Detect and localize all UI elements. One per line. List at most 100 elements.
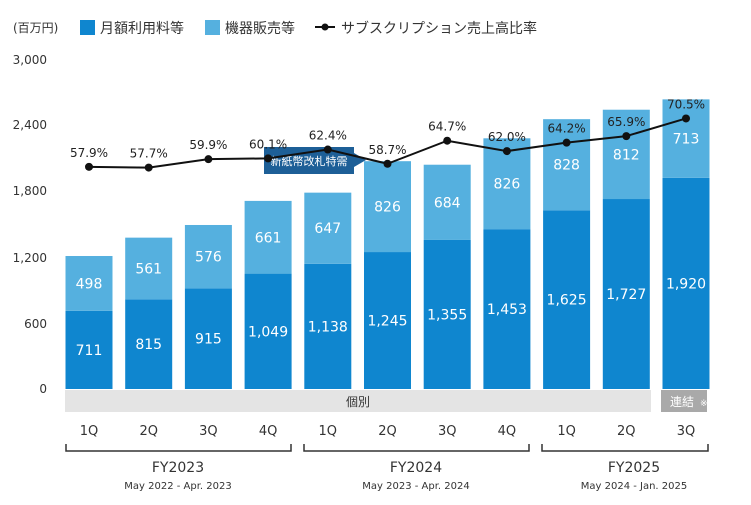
bar-value-label-equipment-sales: 647 xyxy=(314,221,341,237)
x-tick-label: 1Q xyxy=(319,424,338,439)
y-tick-label: 1,800 xyxy=(13,184,47,198)
consolidated-band-label: 連結 xyxy=(670,395,694,409)
bar-monthly-fee xyxy=(602,199,650,389)
bar-monthly-fee xyxy=(364,252,411,389)
bar-value-label-equipment-sales: 828 xyxy=(553,158,580,174)
bar-equipment-sales xyxy=(364,161,411,253)
bar-value-label-monthly-fee: 1,625 xyxy=(547,293,587,309)
y-tick-label: 1,200 xyxy=(13,251,47,265)
ratio-point xyxy=(144,163,153,172)
x-tick-label: 2Q xyxy=(617,424,636,439)
bar-monthly-fee xyxy=(543,210,591,389)
bar-monthly-fee xyxy=(304,263,352,389)
consolidated-band xyxy=(661,390,707,412)
fiscal-year-groups: FY2023 May 2022 - Apr. 2023 FY2024 May 2… xyxy=(65,444,709,492)
ratio-point xyxy=(622,132,631,141)
bar-equipment-sales xyxy=(244,200,292,274)
individual-band-label: 個別 xyxy=(346,395,370,409)
bar-monthly-fee xyxy=(423,239,471,389)
bar-value-label-equipment-sales: 713 xyxy=(673,132,700,148)
legend-label-equipment-sales: 機器販売等 xyxy=(225,20,295,37)
bar-equipment-sales xyxy=(125,237,173,300)
x-tick-label: 3Q xyxy=(438,424,457,439)
ratio-label: 64.2% xyxy=(548,122,586,136)
entity-bands: 個別 連結 ※ xyxy=(65,390,708,412)
bar-value-label-equipment-sales: 684 xyxy=(434,195,461,211)
x-tick-label: 3Q xyxy=(199,424,218,439)
bar-value-label-monthly-fee: 1,245 xyxy=(367,314,407,330)
fy2025-period: May 2024 - Jan. 2025 xyxy=(581,481,688,492)
x-tick-label: 1Q xyxy=(80,424,99,439)
bar-equipment-sales xyxy=(304,192,352,264)
unit-label: (百万円) xyxy=(13,21,58,35)
bar-equipment-sales xyxy=(602,109,650,200)
ratio-label: 59.9% xyxy=(189,138,227,152)
bar-value-label-equipment-sales: 826 xyxy=(494,177,521,193)
individual-band xyxy=(65,390,651,412)
x-tick-label: 3Q xyxy=(677,424,696,439)
x-tick-label: 4Q xyxy=(498,424,517,439)
consolidated-band-mark: ※ xyxy=(700,399,708,409)
fy2023-period: May 2022 - Apr. 2023 xyxy=(124,481,231,492)
x-axis: 1Q 2Q 3Q 4Q 1Q 2Q 3Q 4Q 1Q 2Q 3Q xyxy=(80,424,696,439)
bar-value-label-monthly-fee: 1,727 xyxy=(606,287,646,303)
bars-layer: 711 498 815 561 915 576 1,049 661 1,138 647 1,245 8… xyxy=(65,99,710,389)
bar-value-label-monthly-fee: 815 xyxy=(135,337,162,353)
y-tick-label: 3,000 xyxy=(13,53,47,67)
ratio-point xyxy=(85,162,93,171)
ratio-label: 62.4% xyxy=(309,129,347,143)
legend-swatch-monthly-fee xyxy=(80,20,95,35)
ratio-point xyxy=(443,136,452,145)
ratio-label: 60.1% xyxy=(249,137,287,151)
x-tick-label: 1Q xyxy=(557,424,576,439)
ratio-label: 57.7% xyxy=(130,147,168,161)
bar-monthly-fee xyxy=(184,288,232,389)
ratio-label: 70.5% xyxy=(667,97,705,111)
bar-equipment-sales xyxy=(65,256,113,311)
ratio-point xyxy=(682,114,690,123)
bar-value-label-equipment-sales: 812 xyxy=(613,147,640,163)
bar-value-label-monthly-fee: 1,920 xyxy=(666,276,706,292)
bar-monthly-fee xyxy=(65,310,113,389)
bar-value-label-equipment-sales: 826 xyxy=(374,200,401,216)
annotation-text: 新紙幣改札特需 xyxy=(271,154,348,168)
bar-value-label-monthly-fee: 915 xyxy=(195,332,222,348)
fy2025-bracket xyxy=(541,444,709,452)
bar-value-label-monthly-fee: 1,453 xyxy=(487,302,527,318)
x-tick-label: 4Q xyxy=(259,424,278,439)
fy2023-bracket xyxy=(65,444,292,452)
legend: (百万円) 月額利用料等 機器販売等 サブスクリプション売上高比率 xyxy=(13,20,537,37)
legend-label-monthly-fee: 月額利用料等 xyxy=(100,20,184,37)
x-tick-label: 2Q xyxy=(139,424,158,439)
ratio-label: 62.0% xyxy=(488,130,526,144)
ratio-line-layer: 57.9% 57.7% 59.9% 60.1% 62.4% 58.7% 64.7% 62.0%… xyxy=(70,97,705,172)
bar-value-label-equipment-sales: 498 xyxy=(76,276,103,292)
ratio-point xyxy=(323,145,332,154)
legend-line-marker xyxy=(321,23,329,31)
bar-value-label-monthly-fee: 711 xyxy=(76,343,103,359)
legend-swatch-equipment-sales xyxy=(205,20,220,35)
bar-monthly-fee xyxy=(244,273,292,389)
ratio-label: 65.9% xyxy=(607,115,645,129)
x-tick-label: 2Q xyxy=(378,424,397,439)
y-tick-label: 600 xyxy=(24,317,47,331)
legend-label-subscription-ratio: サブスクリプション売上高比率 xyxy=(341,20,537,37)
bar-monthly-fee xyxy=(483,229,531,389)
ratio-point xyxy=(502,147,511,156)
ratio-point xyxy=(264,154,273,163)
ratio-label: 58.7% xyxy=(368,143,406,157)
fy2023-label: FY2023 xyxy=(152,460,204,476)
ratio-point xyxy=(562,138,571,147)
bar-value-label-monthly-fee: 1,049 xyxy=(248,324,288,340)
ratio-point xyxy=(383,159,392,168)
fy2024-bracket xyxy=(303,444,530,452)
bar-monthly-fee xyxy=(662,177,710,389)
bar-monthly-fee xyxy=(125,299,173,389)
bar-equipment-sales xyxy=(543,119,591,211)
bar-equipment-sales xyxy=(423,164,471,240)
bar-value-label-equipment-sales: 661 xyxy=(255,230,282,246)
bar-value-label-monthly-fee: 1,355 xyxy=(427,307,467,323)
fy2025-label: FY2025 xyxy=(608,460,660,476)
ratio-point xyxy=(204,155,213,164)
